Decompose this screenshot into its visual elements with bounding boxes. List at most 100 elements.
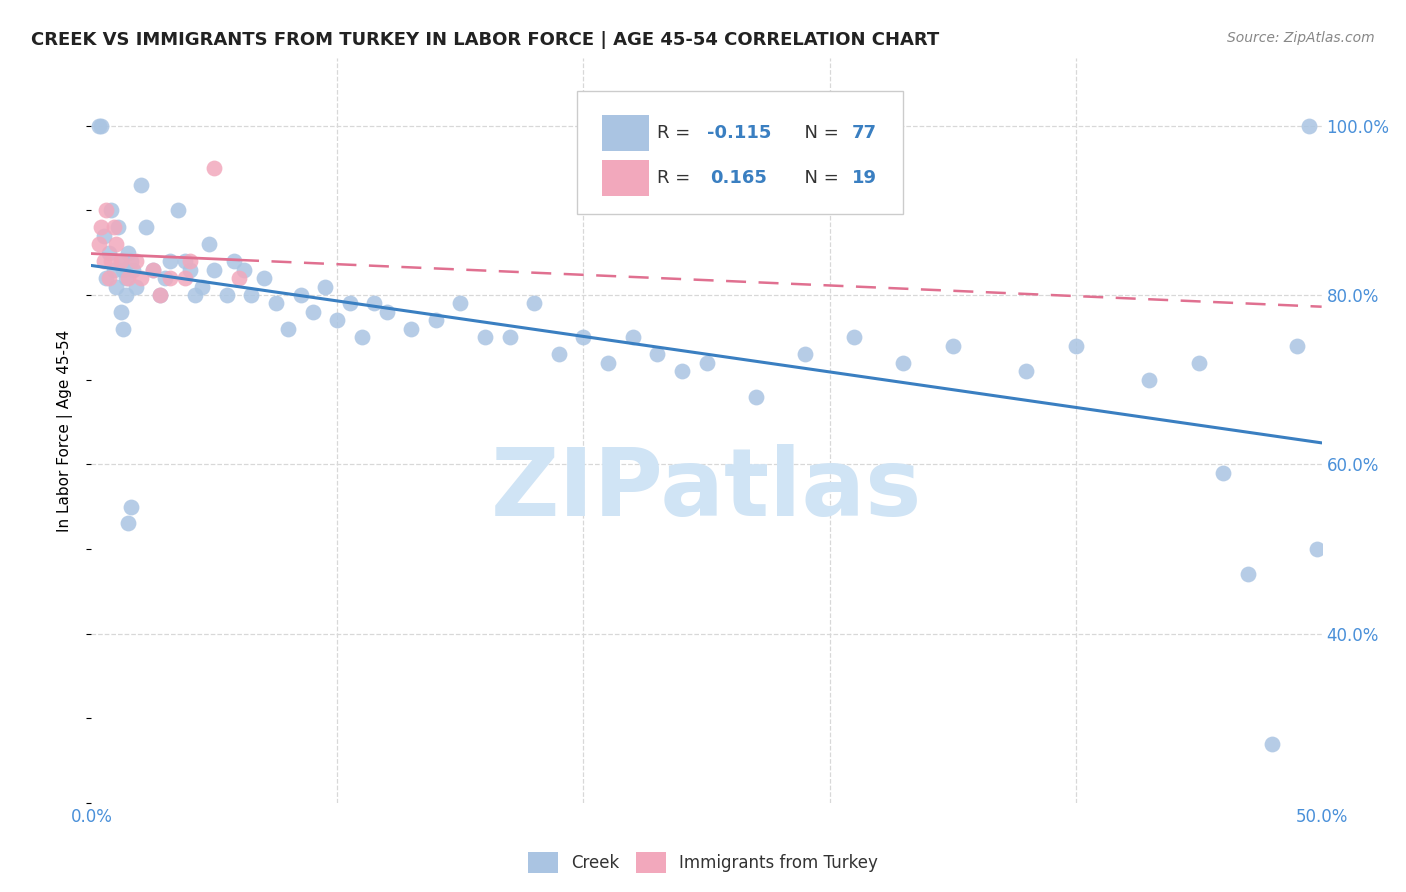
Point: [142, 262, 165, 277]
Text: R =: R =: [657, 124, 696, 142]
Bar: [602, 115, 648, 151]
Point: [149, 288, 172, 302]
Point: [183, 288, 207, 302]
Point: [842, 330, 865, 344]
Point: [198, 237, 221, 252]
Text: N =: N =: [793, 124, 844, 142]
Point: [114, 271, 138, 285]
Point: [174, 254, 197, 268]
Point: [314, 279, 336, 293]
Text: 77: 77: [852, 124, 877, 142]
Point: [228, 271, 250, 285]
Point: [202, 161, 225, 175]
Point: [179, 254, 201, 268]
Point: [1285, 339, 1308, 353]
Point: [135, 220, 156, 235]
Point: [671, 364, 693, 378]
Point: [117, 245, 139, 260]
Point: [793, 347, 815, 361]
Point: [110, 254, 132, 268]
Point: [1212, 466, 1234, 480]
Point: [97, 245, 120, 260]
Point: [745, 390, 768, 404]
Point: [105, 279, 127, 293]
Point: [129, 271, 152, 285]
Point: [523, 296, 546, 310]
Point: [1139, 373, 1161, 387]
Point: [264, 296, 287, 310]
Point: [290, 288, 312, 302]
Point: [153, 271, 177, 285]
Point: [105, 237, 127, 252]
Point: [120, 254, 142, 268]
Point: [122, 262, 145, 277]
Point: [124, 279, 146, 293]
Bar: [602, 160, 648, 195]
Point: [222, 254, 246, 268]
Point: [1064, 339, 1087, 353]
Point: [174, 271, 197, 285]
Point: [103, 220, 125, 235]
Point: [1015, 364, 1038, 378]
Point: [1237, 567, 1260, 582]
Point: [90, 220, 112, 235]
Point: [191, 279, 214, 293]
Point: [301, 305, 323, 319]
Point: [117, 516, 139, 531]
Point: [572, 330, 595, 344]
Point: [253, 271, 276, 285]
Text: CREEK VS IMMIGRANTS FROM TURKEY IN LABOR FORCE | AGE 45-54 CORRELATION CHART: CREEK VS IMMIGRANTS FROM TURKEY IN LABOR…: [31, 31, 939, 49]
Point: [326, 313, 349, 327]
Point: [621, 330, 644, 344]
Text: ZIPatlas: ZIPatlas: [491, 444, 922, 536]
Point: [179, 262, 201, 277]
Point: [117, 271, 139, 285]
Point: [399, 322, 422, 336]
Point: [352, 330, 374, 344]
Point: [100, 203, 122, 218]
Point: [375, 305, 398, 319]
Point: [159, 254, 181, 268]
Text: Source: ZipAtlas.com: Source: ZipAtlas.com: [1227, 31, 1375, 45]
Legend: Creek, Immigrants from Turkey: Creek, Immigrants from Turkey: [522, 846, 884, 880]
FancyBboxPatch shape: [578, 92, 903, 214]
Point: [87, 237, 110, 252]
Point: [159, 271, 181, 285]
Point: [114, 288, 138, 302]
Point: [142, 262, 165, 277]
Point: [87, 119, 110, 133]
Point: [110, 254, 132, 268]
Point: [363, 296, 385, 310]
Point: [100, 254, 122, 268]
Point: [107, 220, 129, 235]
Text: N =: N =: [793, 169, 844, 187]
Point: [891, 356, 914, 370]
Text: 0.165: 0.165: [710, 169, 768, 187]
Point: [96, 271, 117, 285]
Point: [202, 262, 225, 277]
Text: 19: 19: [852, 169, 877, 187]
Point: [498, 330, 520, 344]
Y-axis label: In Labor Force | Age 45-54: In Labor Force | Age 45-54: [56, 329, 73, 532]
Point: [449, 296, 471, 310]
Point: [1187, 356, 1209, 370]
Point: [110, 305, 132, 319]
Point: [129, 178, 152, 192]
Point: [166, 203, 188, 218]
Point: [149, 288, 172, 302]
Point: [941, 339, 963, 353]
Point: [277, 322, 299, 336]
Point: [474, 330, 496, 344]
Point: [240, 288, 263, 302]
Point: [1305, 541, 1327, 556]
Point: [93, 254, 115, 268]
Point: [97, 271, 120, 285]
Point: [695, 356, 717, 370]
Point: [1298, 119, 1320, 133]
Point: [120, 500, 142, 514]
Text: R =: R =: [657, 169, 702, 187]
Point: [103, 262, 125, 277]
Text: -0.115: -0.115: [706, 124, 770, 142]
Point: [645, 347, 669, 361]
Point: [90, 119, 112, 133]
